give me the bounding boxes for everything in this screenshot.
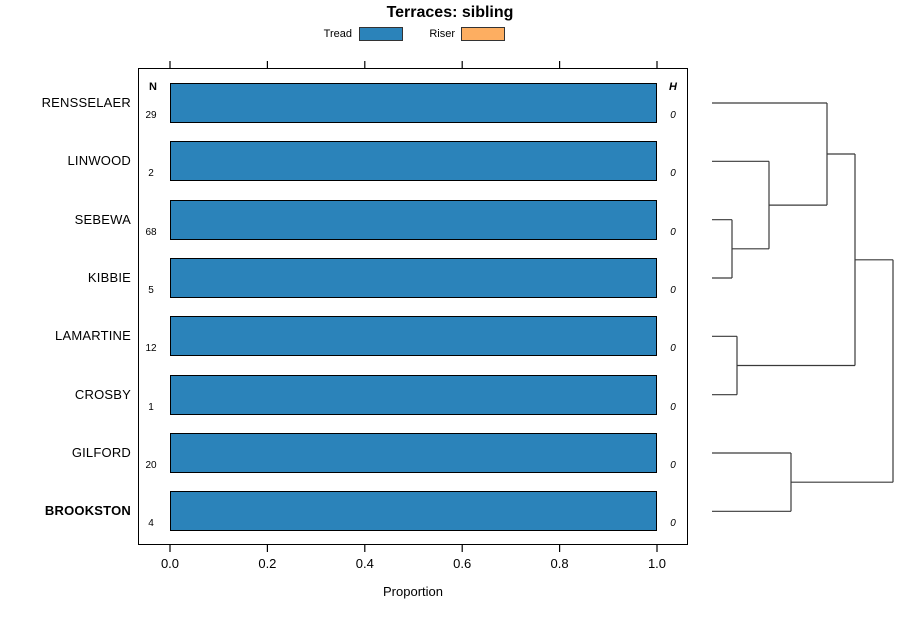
chart-row: LINWOOD 2 0 [0, 132, 900, 190]
x-tick-label: 0.8 [550, 556, 569, 571]
h-value: 0 [670, 284, 676, 296]
x-tick-label: 0.4 [355, 556, 374, 571]
n-value: 1 [148, 401, 154, 413]
bar-tread [170, 374, 657, 415]
category-label: RENSSELAER [41, 95, 131, 110]
chart-row: BROOKSTON 4 0 [0, 482, 900, 540]
legend-swatch-riser [461, 27, 505, 41]
category-label: LAMARTINE [55, 328, 131, 344]
bar-tread [170, 491, 657, 532]
n-value: 20 [145, 459, 157, 471]
x-tick-label: 0.0 [160, 556, 180, 571]
n-value: 2 [148, 168, 154, 180]
plot-area [138, 68, 688, 545]
n-value: 68 [145, 226, 157, 238]
chart-row: CROSBY 1 0 [0, 366, 900, 424]
chart-row: SEBEWA 68 0 [0, 191, 900, 249]
bar-tread [170, 316, 657, 357]
h-value: 0 [670, 459, 676, 471]
h-column-header: H [669, 81, 677, 93]
chart-row: GILFORD 20 0 [0, 424, 900, 482]
h-value: 0 [670, 168, 676, 180]
h-value: 0 [670, 226, 676, 238]
legend-swatch-tread [359, 27, 403, 41]
x-tick-label: 1.0 [647, 556, 667, 571]
chart-row: KIBBIE 5 0 [0, 249, 900, 307]
category-label: SEBEWA [74, 211, 131, 227]
n-value: 29 [145, 110, 157, 121]
n-value: 12 [145, 343, 157, 355]
category-label: BROOKSTON [44, 503, 131, 519]
legend-label-riser: Riser [429, 28, 455, 40]
x-tick-label: 0.2 [258, 556, 277, 571]
h-value: 0 [670, 110, 676, 121]
category-label: KIBBIE [87, 269, 131, 285]
bar-tread [170, 83, 657, 123]
n-value: 5 [148, 284, 154, 296]
bar-tread [170, 432, 657, 473]
category-label: LINWOOD [67, 153, 131, 169]
n-column-header: N [149, 81, 157, 93]
chart-row: RENSSELAER 29 0 [0, 74, 900, 132]
bar-tread [170, 199, 657, 240]
category-label: CROSBY [74, 386, 131, 402]
x-axis-label: Proportion [383, 584, 443, 599]
chart-title: Terraces: sibling [386, 4, 514, 21]
category-label: GILFORD [71, 444, 131, 460]
h-value: 0 [670, 401, 676, 413]
chart-row: LAMARTINE 12 0 [0, 307, 900, 365]
x-tick-label: 0.6 [453, 556, 472, 571]
h-value: 0 [670, 518, 676, 530]
bar-tread [170, 141, 657, 182]
n-value: 4 [148, 518, 154, 530]
bar-tread [170, 257, 657, 298]
h-value: 0 [670, 343, 676, 355]
legend-label-tread: Tread [323, 28, 352, 40]
